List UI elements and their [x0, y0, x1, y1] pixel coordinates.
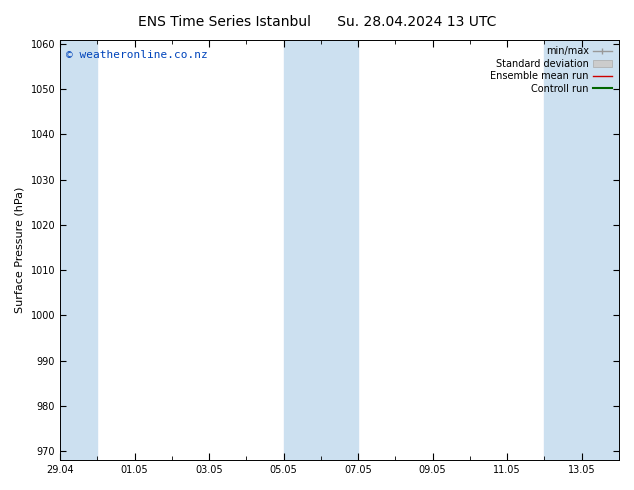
Bar	[545, 40, 582, 460]
Text: © weatheronline.co.nz: © weatheronline.co.nz	[66, 50, 207, 60]
Text: ENS Time Series Istanbul      Su. 28.04.2024 13 UTC: ENS Time Series Istanbul Su. 28.04.2024 …	[138, 15, 496, 29]
Bar	[582, 40, 619, 460]
Bar	[283, 40, 321, 460]
Bar	[60, 40, 97, 460]
Legend: min/max, Standard deviation, Ensemble mean run, Controll run: min/max, Standard deviation, Ensemble me…	[488, 45, 614, 96]
Bar	[321, 40, 358, 460]
Y-axis label: Surface Pressure (hPa): Surface Pressure (hPa)	[15, 187, 25, 313]
